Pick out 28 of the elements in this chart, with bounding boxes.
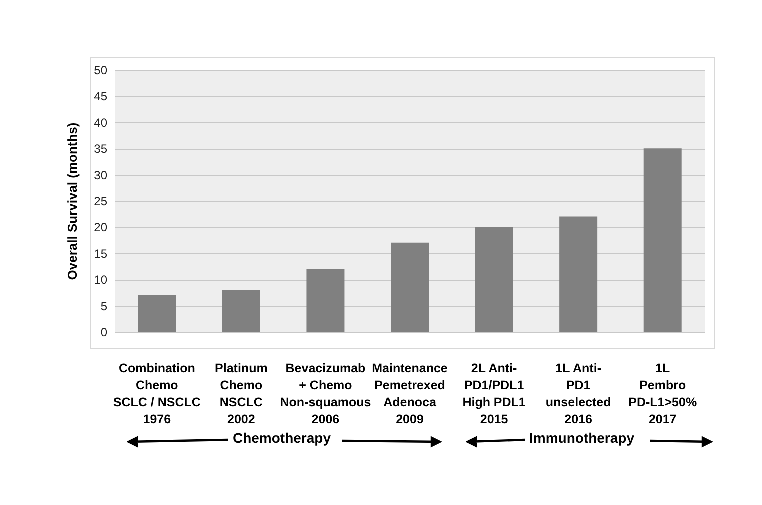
y-axis-title: Overall Survival (months) bbox=[65, 122, 80, 280]
y-tick-label: 25 bbox=[94, 194, 108, 208]
x-tick-label: Maintenance Pemetrexed Adenoca 2009 bbox=[372, 362, 448, 426]
bar bbox=[306, 269, 345, 332]
y-tick-label: 5 bbox=[100, 299, 108, 314]
x-tick-label: Combination Chemo SCLC / NSCLC 1976 bbox=[113, 362, 201, 426]
x-tick-label: Platinum Chemo NSCLC 2002 bbox=[215, 362, 268, 426]
y-tick-label: 20 bbox=[94, 220, 108, 235]
y-tick-label: 35 bbox=[94, 142, 108, 156]
y-tick-label: 30 bbox=[94, 168, 108, 182]
y-tick-label: 50 bbox=[94, 64, 108, 78]
x-tick-label: 2L Anti- PD1/PDL1 High PDL1 2015 bbox=[462, 362, 526, 426]
y-tick-label: 10 bbox=[94, 273, 108, 288]
bar bbox=[391, 242, 429, 332]
y-tick-label: 45 bbox=[94, 90, 108, 104]
bar bbox=[560, 216, 598, 332]
bar bbox=[222, 290, 260, 332]
text: Chemotherapy bbox=[232, 430, 332, 446]
x-tick-label: 1L Pembro PD-L1>50% 2017 bbox=[628, 362, 698, 426]
text: Immunotherapy bbox=[529, 430, 635, 446]
y-tick-label: 15 bbox=[94, 246, 108, 261]
x-tick-label: 1L Anti- PD1 unselected 2016 bbox=[546, 362, 612, 426]
x-tick-label: Bevacizumab + Chemo Non-squamous 2006 bbox=[280, 362, 372, 426]
bar bbox=[475, 227, 514, 332]
bar bbox=[644, 148, 682, 332]
y-tick-label: 0 bbox=[100, 326, 108, 340]
y-tick-label: 40 bbox=[94, 116, 108, 130]
bar bbox=[138, 295, 176, 332]
